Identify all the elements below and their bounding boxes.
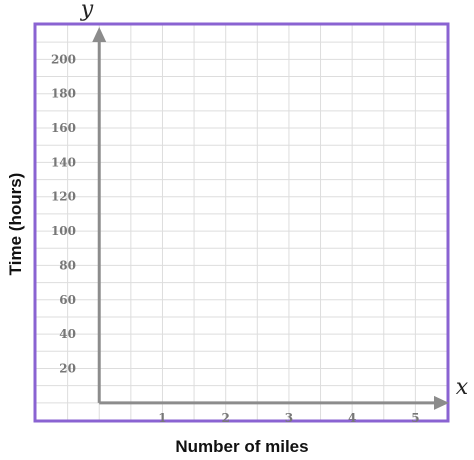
x-tick-label: 1 (158, 411, 166, 425)
x-tick-label: 3 (285, 411, 293, 425)
tick-labels: 1 2 3 4 5 20 40 60 80 100 120 140 160 180 200 (51, 52, 420, 424)
x-axis-letter: x (456, 375, 469, 400)
grid (36, 25, 447, 420)
y-axis-letter: y (80, 0, 94, 22)
x-tick-label: 5 (411, 411, 419, 425)
y-tick-label: 120 (51, 190, 76, 204)
y-tick-label: 180 (51, 87, 76, 101)
x-axis-arrow (434, 395, 449, 410)
y-tick-label: 160 (51, 121, 76, 135)
y-axis-arrow (92, 27, 107, 42)
y-tick-label: 200 (51, 52, 76, 66)
plot-frame (33, 22, 450, 423)
x-tick-label: 4 (348, 411, 356, 425)
axes (92, 27, 449, 410)
y-axis-title: Time (hours) (6, 173, 25, 276)
y-tick-label: 140 (51, 155, 76, 169)
y-tick-label: 60 (59, 293, 76, 307)
x-tick-label: 2 (222, 411, 230, 425)
y-tick-label: 80 (59, 258, 76, 272)
y-tick-label: 100 (51, 224, 76, 238)
x-axis-title: Number of miles (175, 437, 308, 456)
y-tick-label: 40 (59, 327, 76, 341)
y-tick-label: 20 (59, 361, 76, 375)
